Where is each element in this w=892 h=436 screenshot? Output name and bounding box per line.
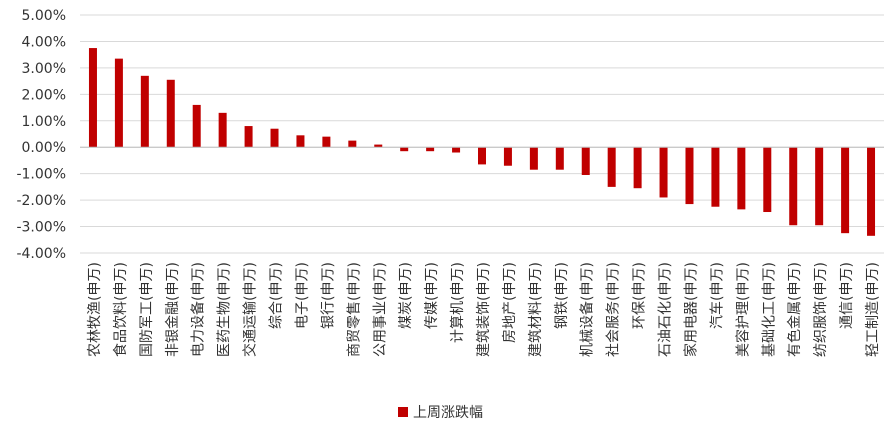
x-tick-label: 电力设备(申万) (190, 262, 207, 357)
bar (841, 147, 850, 234)
x-tick-label: 农林牧渔(申万) (87, 262, 103, 357)
bar (555, 147, 564, 170)
bar (348, 140, 357, 148)
y-tick-label: 0.00% (22, 140, 66, 156)
y-tick-label: -1.00% (16, 167, 66, 183)
y-tick-label: 3.00% (22, 61, 66, 77)
bar (478, 147, 486, 165)
legend-label: 上周涨跌幅 (413, 405, 483, 421)
bar (737, 147, 746, 210)
bar (166, 79, 175, 148)
bar (426, 147, 435, 152)
x-tick-label: 传媒(申万) (424, 262, 440, 329)
x-tick-label: 交通运输(申万) (242, 262, 259, 357)
bar (296, 135, 305, 148)
y-tick-label: 5.00% (22, 8, 66, 24)
y-tick-label: -4.00% (16, 246, 66, 262)
x-tick-label: 计算机(申万) (450, 262, 466, 343)
bar (685, 147, 694, 205)
bar (867, 147, 876, 236)
x-tick-label: 轻工制造(申万) (865, 262, 881, 357)
bar (374, 144, 383, 148)
x-tick-label: 食品饮料(申万) (112, 262, 129, 357)
x-tick-label: 有色金属(申万) (786, 262, 803, 357)
x-tick-label: 建筑材料(申万) (528, 262, 544, 357)
bar (192, 104, 201, 148)
x-tick-label: 钢铁(申万) (554, 262, 570, 329)
x-tick-label: 非银金融(申万) (165, 262, 181, 357)
bar (815, 147, 824, 226)
y-tick-label: 2.00% (22, 87, 66, 103)
bar (633, 147, 642, 189)
bar (503, 147, 512, 166)
x-tick-label: 医药生物(申万) (217, 262, 233, 357)
bars (88, 48, 876, 236)
x-tick-label: 汽车(申万) (708, 262, 725, 329)
x-tick-label: 机械设备(申万) (579, 262, 596, 357)
bar (140, 75, 149, 148)
x-tick-label: 银行(申万) (320, 262, 336, 329)
x-tick-label: 公用事业(申万) (372, 262, 388, 357)
x-tick-label: 石油石化(申万) (658, 262, 674, 357)
bar (711, 147, 720, 207)
bar (270, 128, 279, 148)
bar (607, 147, 616, 187)
bar (88, 48, 97, 148)
x-tick-label: 通信(申万) (839, 262, 855, 329)
bar (529, 147, 538, 170)
x-tick-label: 电子(申万) (294, 262, 310, 329)
bar (400, 147, 409, 152)
y-tick-label: -3.00% (16, 220, 66, 236)
x-tick-label: 房地产(申万) (502, 262, 518, 343)
bar (659, 147, 668, 198)
y-tick-label: 1.00% (22, 114, 66, 130)
bar (322, 136, 331, 148)
bar (218, 112, 227, 148)
bar (581, 147, 590, 175)
y-tick-label: 4.00% (22, 34, 66, 50)
x-tick-label: 家用电器(申万) (682, 262, 699, 357)
x-tick-label: 综合(申万) (269, 262, 285, 329)
bar (789, 147, 798, 226)
x-tick-label: 建筑装饰(申万) (476, 262, 492, 357)
x-tick-label: 煤炭(申万) (398, 262, 414, 329)
y-axis-tick-labels: 5.00% 4.00% 3.00% 2.00% 1.00% 0.00% -1.00% -2.0… (16, 8, 66, 262)
x-axis-category-labels: 农林牧渔(申万) 食品饮料(申万) 国防军工(申万) 非银金融(申万) 电力设备(申万)… (87, 262, 881, 357)
x-tick-label: 社会服务(申万) (606, 262, 622, 357)
x-tick-label: 纺织服饰(申万) (813, 262, 829, 357)
bar (452, 147, 461, 153)
bar (763, 147, 772, 213)
x-tick-label: 商贸零售(申万) (346, 262, 362, 357)
bar (114, 58, 123, 148)
legend: 上周涨跌幅 (398, 405, 483, 421)
x-tick-label: 环保(申万) (632, 262, 648, 329)
legend-swatch (398, 407, 408, 417)
bar (244, 126, 253, 148)
x-tick-label: 国防军工(申万) (139, 262, 155, 357)
y-tick-label: -2.00% (16, 193, 66, 209)
x-tick-label: 基础化工(申万) (760, 262, 777, 357)
x-tick-label: 美容护理(申万) (734, 262, 751, 357)
